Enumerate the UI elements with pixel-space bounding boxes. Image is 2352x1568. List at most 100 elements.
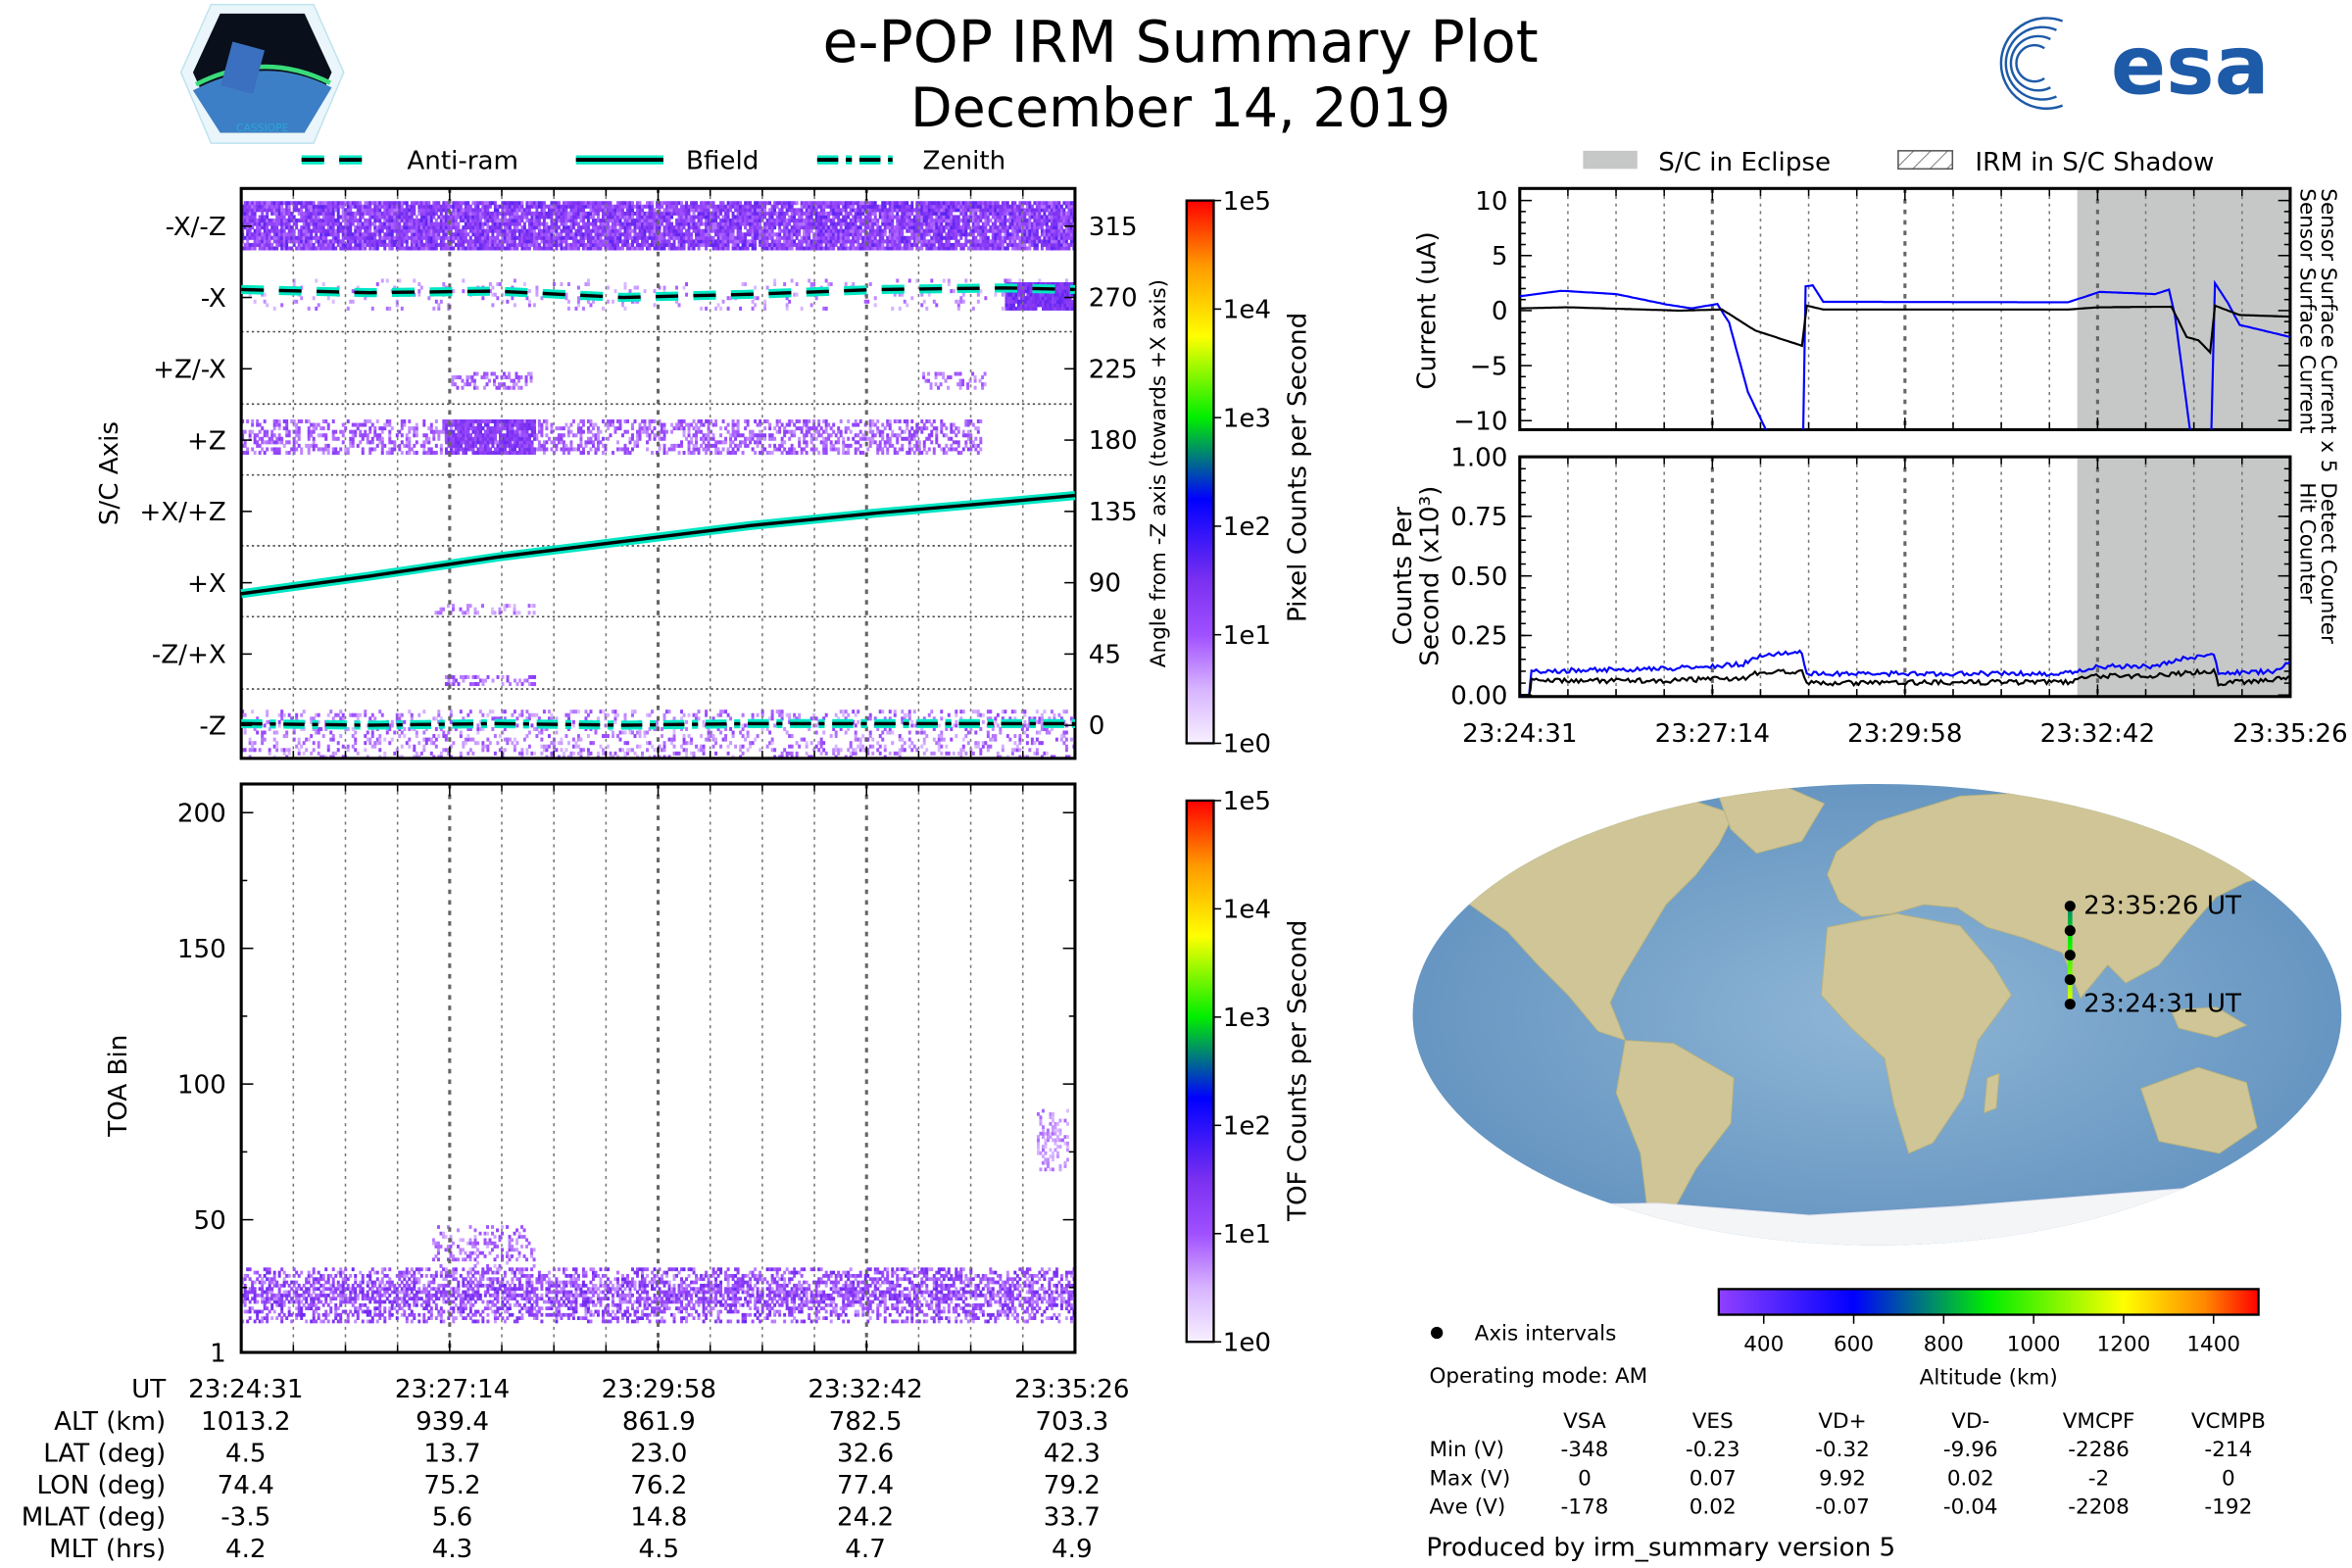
- spectrogram-cell: [842, 215, 846, 220]
- spectrogram-cell: [1035, 228, 1039, 233]
- spectrogram-cell: [783, 239, 787, 244]
- spectrogram-cell: [321, 281, 325, 287]
- spectrogram-cell: [1001, 208, 1004, 213]
- spectrogram-cell: [906, 221, 909, 226]
- spectrogram-cell: [947, 221, 951, 226]
- spectrogram-cell: [829, 228, 833, 233]
- spectrogram-cell: [1068, 292, 1072, 297]
- spectrogram-cell: [798, 242, 802, 247]
- spectrogram-cell: [974, 201, 978, 206]
- spectrogram-cell: [915, 225, 919, 230]
- spectrogram-cell: [922, 215, 926, 220]
- spectrogram-cell: [646, 211, 649, 216]
- spectrogram-cell: [1001, 225, 1004, 230]
- spectrogram-cell: [388, 219, 392, 223]
- spectrogram-cell: [591, 242, 595, 247]
- spectrogram-cell: [530, 239, 534, 244]
- spectrogram-cell: [641, 215, 644, 220]
- spectrogram-cell: [451, 378, 455, 383]
- spectrogram-cell: [462, 246, 466, 251]
- spectrogram-cell: [452, 225, 456, 230]
- spectrogram-cell: [927, 378, 931, 383]
- spectrogram-cell: [819, 208, 823, 213]
- spectrogram-cell: [677, 201, 681, 206]
- spectrogram-cell: [695, 235, 699, 240]
- spectrogram-cell: [1059, 242, 1063, 247]
- spectrogram-cell: [795, 225, 799, 230]
- spectrogram-cell: [971, 219, 975, 223]
- spectrogram-cell: [803, 211, 807, 216]
- spectrogram-cell: [378, 201, 382, 206]
- spectrogram-cell: [586, 219, 590, 223]
- spectrogram-cell: [901, 235, 905, 240]
- spectrogram-cell: [557, 242, 561, 247]
- spectrogram-cell: [266, 228, 270, 233]
- spectrogram-cell: [849, 228, 853, 233]
- spectrogram-cell: [641, 228, 644, 233]
- spectrogram-cell: [285, 201, 289, 206]
- spectrogram-cell: [956, 303, 960, 308]
- spectrogram-cell: [344, 228, 348, 233]
- spectrogram-cell: [623, 232, 627, 237]
- spectrogram-cell: [871, 204, 875, 209]
- spectrogram-cell: [947, 235, 951, 240]
- spectrogram-cell: [829, 246, 833, 251]
- spectrogram-cell: [778, 201, 782, 206]
- spectrogram-cell: [808, 228, 811, 233]
- spectrogram-cell: [638, 225, 642, 230]
- spectrogram-cell: [483, 232, 487, 237]
- spectrogram-cell: [520, 246, 524, 251]
- spectrogram-cell: [670, 228, 674, 233]
- spectrogram-cell: [527, 225, 531, 230]
- spectrogram-cell: [341, 242, 345, 247]
- spectrogram-cell: [636, 235, 639, 240]
- spectrogram-cell: [1006, 306, 1010, 311]
- spectrogram-cell: [300, 296, 304, 301]
- spectrogram-cell: [569, 228, 573, 233]
- spectrogram-cell: [427, 204, 431, 209]
- spectrogram-cell: [1044, 296, 1048, 301]
- spectrogram-cell: [300, 228, 304, 233]
- spectrogram-cell: [515, 208, 519, 213]
- spectrogram-cell: [398, 235, 402, 240]
- spectrogram-cell: [501, 228, 505, 233]
- spectrogram-cell: [1043, 215, 1047, 220]
- spectrogram-cell: [413, 219, 416, 223]
- spectrogram-cell: [326, 228, 330, 233]
- spectrogram-cell: [398, 221, 402, 226]
- spectrogram-cell: [457, 228, 461, 233]
- spectrogram-cell: [351, 211, 355, 216]
- spectrogram-cell: [839, 235, 843, 240]
- spectrogram-cell: [462, 239, 466, 244]
- spectrogram-cell: [996, 232, 1000, 237]
- spectrogram-cell: [920, 201, 924, 206]
- spectrogram-cell: [581, 235, 585, 240]
- spectrogram-cell: [317, 239, 320, 244]
- spectrogram-cell: [481, 246, 485, 251]
- spectrogram-cell: [471, 225, 475, 230]
- spectrogram-cell: [263, 221, 267, 226]
- spectrogram-cell: [623, 201, 627, 206]
- spectrogram-cell: [822, 201, 826, 206]
- spectrogram-cell: [886, 219, 890, 223]
- spectrogram-cell: [707, 201, 710, 206]
- spectrogram-cell: [466, 211, 470, 216]
- spectrogram-cell: [763, 211, 767, 216]
- spectrogram-cell: [415, 225, 418, 230]
- spectrogram-cell: [422, 208, 426, 213]
- spectrogram-cell: [1010, 235, 1014, 240]
- spectrogram-cell: [454, 235, 458, 240]
- spectrogram-cell: [589, 215, 593, 220]
- spectrogram-cell: [390, 208, 394, 213]
- spectrogram-cell: [930, 208, 934, 213]
- spectrogram-cell: [305, 232, 309, 237]
- spectrogram-cell: [400, 219, 404, 223]
- spectrogram-cell: [819, 225, 823, 230]
- spectrogram-cell: [564, 228, 568, 233]
- spectrogram-cell: [790, 201, 794, 206]
- spectrogram-cell: [616, 235, 619, 240]
- spectrogram-cell: [680, 235, 684, 240]
- spectrogram-cell: [1071, 281, 1075, 287]
- spectrogram-cell: [302, 246, 306, 251]
- spectrogram-cell: [491, 219, 495, 223]
